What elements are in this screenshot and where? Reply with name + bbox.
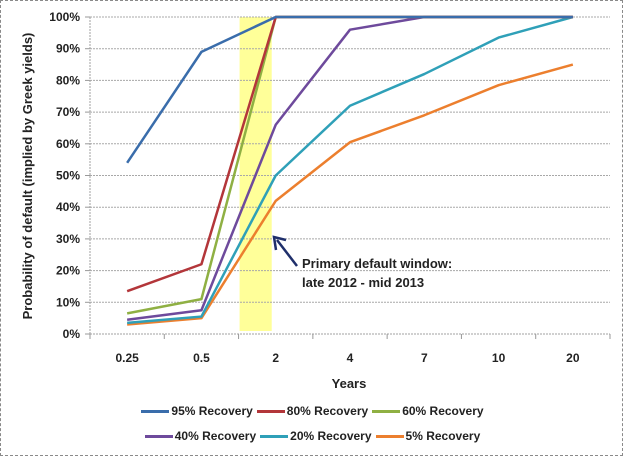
legend-label: 95% Recovery [171,404,253,418]
series-line-20-recovery [127,15,574,325]
gridlines [90,16,610,303]
y-tick-label: 100% [49,10,80,24]
y-tick-label: 40% [56,200,80,214]
annotation-arrow-shaft [276,239,298,267]
y-tick-label: 20% [56,264,80,278]
y-tick-label: 0% [63,327,81,341]
x-tick-label: 7 [421,351,428,365]
x-tick-label: 2 [272,351,279,365]
legend-item: 60% Recovery [372,404,484,418]
annotation-line-2: late 2012 - mid 2013 [302,275,424,290]
series-line-80-recovery [126,15,573,293]
x-tick-label: 10 [492,351,506,365]
legend-label: 40% Recovery [174,429,257,443]
legend-item: 80% Recovery [256,404,369,418]
y-tick-label: 60% [56,137,80,151]
legend-swatch [141,409,170,413]
y-tick-label: 30% [56,232,80,246]
legend-item: 20% Recovery [260,429,372,443]
y-tick-label: 80% [56,73,80,87]
x-axis-title: Years [332,376,367,391]
y-tick-label: 70% [56,105,80,119]
x-tick-label: 20 [566,351,580,365]
legend-item: 5% Recovery [375,429,481,443]
legend-label: 20% Recovery [290,429,372,443]
annotation-arrow-head [272,235,287,251]
x-tick-label: 4 [347,351,354,365]
legend-item: 95% Recovery [141,404,253,418]
y-tick-label: 50% [56,169,80,183]
legend-row-1: 95% Recovery 80% Recovery 60% Recovery [0,404,625,418]
legend-item: 40% Recovery [144,429,257,443]
series-lines [126,15,574,326]
axes: 0% 10% 20% 30% 40% 50% 60% 70% 80% 90% 100% 0.25 0.5… [49,10,611,365]
legend-swatch [375,434,404,438]
y-axis-title: Probability of default (implied by Greek… [20,33,35,320]
legend-swatch [144,434,173,438]
annotation-line-1: Primary default window: [302,256,452,271]
legend-label: 60% Recovery [402,404,484,418]
legend-label: 80% Recovery [286,404,369,418]
legend-row-2: 40% Recovery 20% Recovery 5% Recovery [0,429,625,443]
legend-swatch [256,409,285,413]
series-line-95-recovery [126,15,573,164]
x-tick-label: 0.5 [193,351,210,365]
legend-label: 5% Recovery [405,429,481,443]
x-tick-label: 0.25 [115,351,139,365]
legend-swatch [260,434,289,438]
annotation: Primary default window: late 2012 - mid … [272,235,452,290]
legend-swatch [372,409,401,413]
y-tick-label: 90% [56,42,80,56]
series-line-5-recovery [127,63,574,326]
y-tick-label: 10% [56,295,80,309]
